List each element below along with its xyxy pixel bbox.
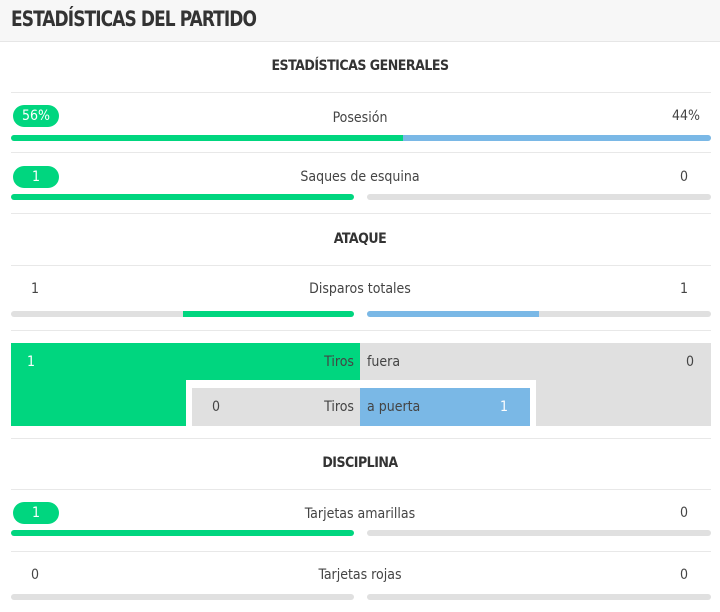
- total-shots-away-bar: [367, 311, 711, 317]
- page-title: ESTADÍSTICAS DEL PARTIDO: [11, 7, 257, 31]
- red-cards-away-value: 0: [680, 567, 689, 583]
- corners-home-value: 1: [13, 166, 59, 188]
- section-title-attack: ATAQUE: [333, 231, 387, 247]
- possession-away-fill: [403, 135, 711, 141]
- yellow-cards-away-value: 0: [680, 505, 689, 521]
- shots-off-label-left: Tiros: [324, 354, 354, 370]
- possession-home-fill: [11, 135, 403, 141]
- total-shots-away-fill: [367, 311, 539, 317]
- red-cards-home-bar: [11, 594, 354, 600]
- divider: [11, 213, 711, 214]
- corners-away-bar: [367, 194, 711, 200]
- red-cards-home-value: 0: [31, 567, 40, 583]
- yellow-cards-home-value: 1: [13, 502, 59, 524]
- corners-home-bar: [11, 194, 354, 200]
- shots-on-away-fill: [360, 388, 530, 426]
- divider: [11, 438, 711, 439]
- shots-on-home-value: 0: [212, 399, 221, 415]
- divider: [11, 330, 711, 331]
- total-shots-home-bar: [11, 311, 354, 317]
- section-title-general: ESTADÍSTICAS GENERALES: [271, 58, 449, 74]
- shots-on-label: a puerta: [367, 399, 421, 415]
- total-shots-home-fill: [183, 311, 354, 317]
- section-title-discipline: DISCIPLINA: [322, 455, 398, 471]
- corners-label: Saques de esquina: [300, 169, 420, 185]
- shots-home-fill: [11, 380, 186, 426]
- shots-on-label-left: Tiros: [324, 399, 354, 415]
- divider: [11, 92, 711, 93]
- shots-off-home-fill: [11, 343, 360, 380]
- yellow-cards-home-bar: [11, 530, 354, 536]
- red-cards-label: Tarjetas rojas: [318, 567, 402, 583]
- shots-off-home-value: 1: [27, 354, 36, 370]
- total-shots-label: Disparos totales: [309, 281, 411, 297]
- divider: [11, 265, 711, 266]
- possession-home-value: 56%: [13, 105, 59, 127]
- shots-on-box: 0 Tiros a puerta 1: [186, 380, 536, 426]
- possession-away-value: 44%: [672, 108, 700, 124]
- shots-off-away-value: 0: [686, 354, 695, 370]
- total-shots-away-value: 1: [680, 281, 689, 297]
- possession-label: Posesión: [332, 110, 388, 126]
- shots-on-away-value: 1: [500, 399, 509, 415]
- page-header: ESTADÍSTICAS DEL PARTIDO: [0, 0, 720, 42]
- shots-off-label: fuera: [367, 354, 401, 370]
- yellow-cards-away-bar: [367, 530, 711, 536]
- divider: [11, 551, 711, 552]
- possession-bar: [11, 135, 711, 141]
- shots-breakdown: 1 Tiros fuera 0 0 Tiros a puerta 1: [11, 343, 711, 426]
- divider: [11, 489, 711, 490]
- divider: [11, 152, 711, 153]
- yellow-cards-label: Tarjetas amarillas: [304, 506, 416, 522]
- total-shots-home-value: 1: [31, 281, 40, 297]
- red-cards-away-bar: [367, 594, 711, 600]
- corners-away-value: 0: [680, 169, 689, 185]
